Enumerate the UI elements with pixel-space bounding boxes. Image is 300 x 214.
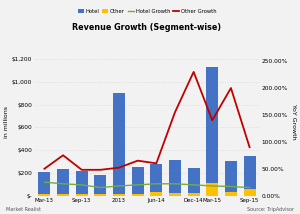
Bar (57, 169, 69, 196)
Bar (76, 171, 88, 196)
Bar (76, 194, 88, 196)
Bar (244, 156, 256, 196)
Bar (132, 167, 144, 196)
Bar (113, 93, 125, 196)
Bar (206, 183, 218, 196)
Legend: Hotel, Other, Hotel Growth, Other Growth: Hotel, Other, Hotel Growth, Other Growth (78, 9, 216, 14)
Text: Market Realist: Market Realist (6, 207, 41, 212)
Bar (132, 194, 144, 196)
Bar (38, 172, 50, 196)
Bar (150, 192, 162, 196)
Bar (38, 195, 50, 196)
Bar (206, 67, 218, 196)
Bar (150, 164, 162, 196)
Y-axis label: in millions: in millions (4, 106, 9, 138)
Bar (188, 168, 200, 196)
Text: Source: TripAdvisor: Source: TripAdvisor (247, 207, 294, 212)
Bar (94, 175, 106, 196)
Title: Revenue Growth (Segment-wise): Revenue Growth (Segment-wise) (72, 23, 222, 32)
Bar (169, 160, 181, 196)
Bar (94, 195, 106, 196)
Bar (244, 189, 256, 196)
Bar (113, 194, 125, 196)
Bar (225, 192, 237, 196)
Bar (188, 193, 200, 196)
Bar (57, 194, 69, 196)
Bar (225, 161, 237, 196)
Y-axis label: YoY Growth: YoY Growth (291, 104, 296, 140)
Bar (169, 193, 181, 196)
